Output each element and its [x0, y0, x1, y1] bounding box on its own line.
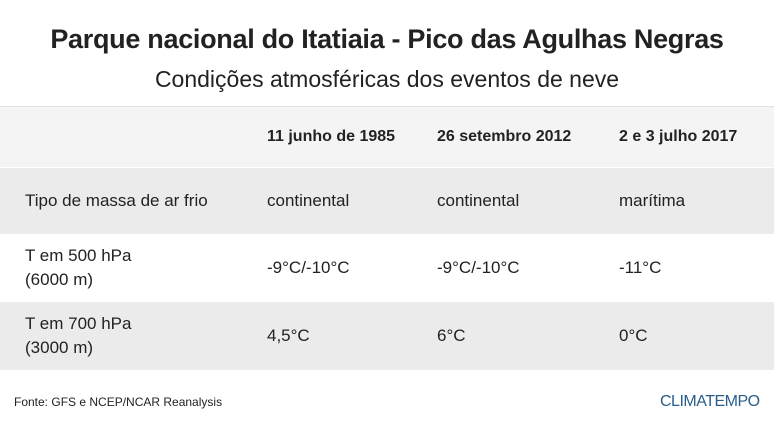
cell: continental	[267, 191, 350, 210]
row-band	[0, 168, 774, 234]
column-header: 11 junho de 1985	[267, 128, 396, 145]
row-label: Tipo de massa de ar frio	[25, 191, 208, 210]
cell: 6°C	[437, 326, 466, 345]
subtitle: Condições atmosféricas dos eventos de ne…	[154, 66, 620, 92]
column-header: 2 e 3 julho 2017	[619, 128, 738, 145]
logo: CLIMATEMPO	[660, 393, 760, 410]
cell: 0°C	[619, 326, 648, 345]
cell: -9°C/-10°C	[437, 258, 520, 277]
title: Parque nacional do Itatiaia - Pico das A…	[50, 24, 724, 54]
row-label: (3000 m)	[25, 338, 94, 357]
column-header: 26 setembro 2012	[437, 128, 572, 145]
row-band	[0, 302, 774, 370]
row-band	[0, 234, 774, 302]
row-label: T em 700 hPa	[25, 314, 132, 333]
header-band	[0, 106, 774, 167]
cell: -11°C	[619, 258, 662, 277]
cell: -9°C/-10°C	[267, 258, 350, 277]
cell: marítima	[619, 191, 686, 210]
row-label: T em 500 hPa	[25, 246, 132, 265]
cell: 4,5°C	[267, 326, 310, 345]
source: Fonte: GFS e NCEP/NCAR Reanalysis	[14, 395, 223, 409]
cell: continental	[437, 191, 520, 210]
row-label: (6000 m)	[25, 270, 94, 289]
